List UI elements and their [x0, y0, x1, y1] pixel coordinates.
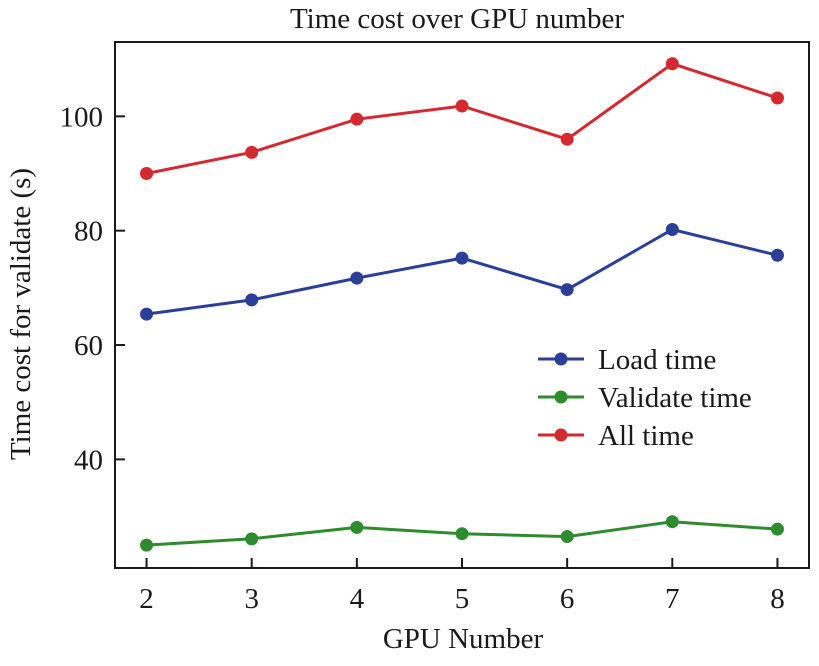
series-line-all-time [146, 62, 778, 175]
x-axis-label: GPU Number [383, 623, 544, 655]
chart-title: Time cost over GPU number [290, 3, 624, 35]
y-tick-label: 80 [74, 216, 103, 248]
data-point-validate-time [140, 538, 154, 552]
x-tick-label: 7 [665, 583, 680, 615]
data-point-all-time [245, 145, 259, 159]
x-tick-label: 5 [455, 583, 470, 615]
x-tick-label: 8 [770, 583, 785, 615]
data-point-validate-time [560, 530, 574, 544]
legend-marker-validate-time [554, 390, 568, 404]
data-point-load-time [455, 251, 469, 265]
data-point-all-time [560, 132, 574, 146]
data-point-validate-time [665, 515, 679, 529]
series-line-load-time [146, 227, 778, 316]
data-point-all-time [455, 99, 469, 113]
data-point-all-time [140, 167, 154, 180]
data-point-all-time [350, 112, 364, 126]
y-axis-label: Time cost for validate (s) [5, 168, 37, 460]
data-point-load-time [245, 293, 259, 307]
x-tick-label: 4 [350, 583, 365, 615]
y-tick-label: 40 [74, 444, 103, 476]
data-point-all-time [665, 57, 679, 71]
x-tick-label: 2 [139, 583, 154, 615]
data-point-validate-time [245, 532, 259, 546]
data-point-validate-time [770, 522, 784, 536]
data-point-load-time [560, 283, 574, 297]
y-tick-label: 60 [74, 330, 103, 362]
data-point-load-time [770, 248, 784, 262]
chart-marks: 2 3 4 5 6 7 8 40 60 80 100 [60, 57, 785, 615]
data-point-load-time [665, 223, 679, 237]
legend-label-all-time: All time [598, 420, 694, 452]
x-tick-label: 6 [560, 583, 575, 615]
legend-marker-load-time [554, 352, 568, 366]
data-point-load-time [140, 307, 154, 321]
legend-label-validate-time: Validate time [598, 382, 752, 414]
y-tick-label: 100 [60, 101, 104, 133]
data-point-all-time [770, 91, 784, 105]
data-point-validate-time [350, 520, 364, 534]
legend-marker-all-time [554, 428, 568, 442]
legend: Load time Validate time All time [538, 344, 752, 452]
data-point-load-time [350, 271, 364, 285]
x-tick-label: 3 [244, 583, 259, 615]
legend-label-load-time: Load time [598, 344, 716, 376]
data-point-validate-time [455, 527, 469, 541]
